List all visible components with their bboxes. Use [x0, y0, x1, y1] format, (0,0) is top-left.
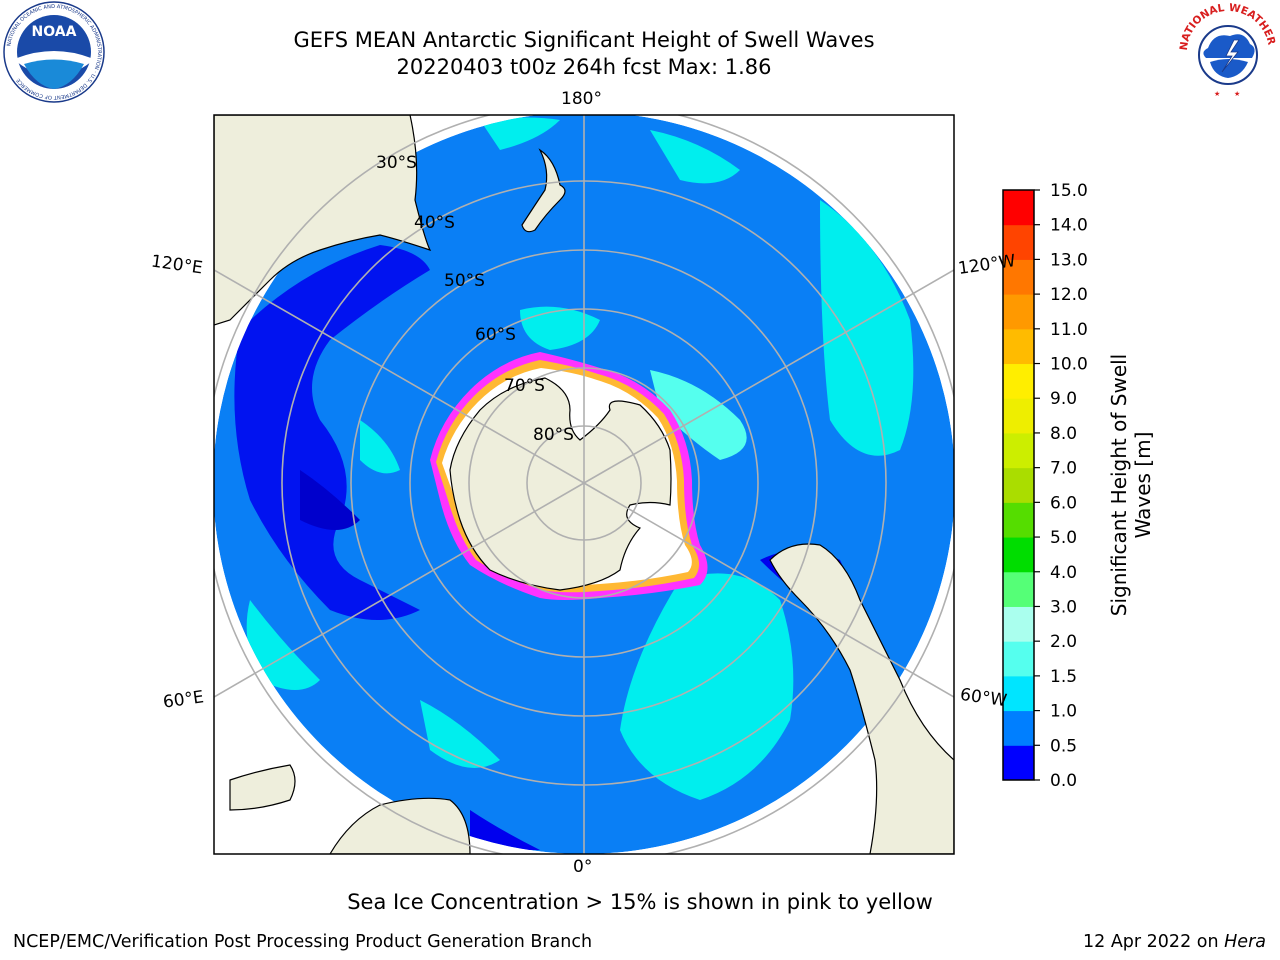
lat-label-70s: 70°S [504, 376, 545, 396]
lat-label-80s: 80°S [533, 425, 574, 445]
lat-label-30s: 30°S [376, 153, 417, 173]
lat-label-60s: 60°S [475, 325, 516, 345]
colorbar-tick-label: 6.0 [1050, 493, 1077, 513]
colorbar-tick-label: 10.0 [1050, 355, 1088, 375]
colorbar-tick-label: 9.0 [1050, 389, 1077, 409]
colorbar-segment [1003, 571, 1034, 607]
lon-label-0: 0° [573, 857, 593, 877]
colorbar-segment [1003, 502, 1034, 538]
antarctica-land [449, 377, 672, 591]
chart-subtitle: 20220403 t00z 264h fcst Max: 1.86 [396, 55, 772, 79]
colorbar-tick-label: 2.0 [1050, 632, 1077, 652]
colorbar-segment [1003, 467, 1034, 503]
colorbar-segment [1003, 294, 1034, 330]
colorbar-title-line2: Waves [m] [1131, 431, 1155, 539]
colorbar-segment [1003, 641, 1034, 677]
credit-text: NCEP/EMC/Verification Post Processing Pr… [13, 932, 593, 952]
africa-land [329, 797, 471, 854]
lat-label-40s: 40°S [414, 213, 455, 233]
noaa-logo: NOAA NATIONAL OCEANIC AND ATMOSPHERIC AD… [3, 1, 105, 103]
colorbar-segment [1003, 224, 1034, 260]
colorbar-segment [1003, 190, 1034, 226]
madagascar-land [229, 764, 296, 811]
colorbar-segment [1003, 328, 1034, 365]
colorbar-tick-label: 5.0 [1050, 528, 1077, 548]
colorbar [1002, 189, 1035, 781]
date-prefix: 12 Apr 2022 on [1083, 932, 1225, 952]
colorbar-ticks: 0.0 0.5 1.0 1.5 2.0 3.0 4.0 5.0 6.0 7.0 8.0 9.0 10.0… [1034, 181, 1088, 791]
colorbar-tick-label: 3.0 [1050, 597, 1077, 617]
svg-text:★: ★ [1214, 90, 1220, 98]
chart-title: GEFS MEAN Antarctic Significant Height o… [293, 28, 875, 52]
colorbar-tick-label: 0.5 [1050, 736, 1077, 756]
colorbar-title: Significant Height of Swell Waves [m] [1107, 354, 1155, 616]
svg-text:★: ★ [1234, 90, 1240, 98]
colorbar-title-line1: Significant Height of Swell [1107, 353, 1131, 617]
colorbar-tick-label: 14.0 [1050, 216, 1088, 236]
noaa-logo-text: NOAA [32, 24, 77, 40]
date-text: 12 Apr 2022 on Hera [1083, 932, 1266, 952]
colorbar-tick-label: 12.0 [1050, 285, 1088, 305]
sea-ice-note: Sea Ice Concentration > 15% is shown in … [347, 890, 933, 914]
new-zealand-land [521, 148, 566, 233]
lon-label-180: 180° [561, 89, 602, 109]
machine-name: Hera [1224, 932, 1266, 952]
colorbar-segment [1003, 259, 1034, 295]
map-frame [213, 114, 955, 855]
south-america-land [769, 543, 954, 854]
colorbar-segment [1003, 606, 1034, 642]
colorbar-tick-label: 8.0 [1050, 424, 1077, 444]
colorbar-tick-label: 4.0 [1050, 563, 1077, 583]
colorbar-segment [1003, 710, 1034, 746]
colorbar-frame [1002, 189, 1035, 781]
colorbar-tick-label: 1.5 [1050, 667, 1077, 687]
colorbar-tick-label: 11.0 [1050, 320, 1088, 340]
colorbar-tick-label: 15.0 [1050, 181, 1088, 201]
colorbar-tick-label: 0.0 [1050, 771, 1077, 791]
colorbar-segment [1003, 537, 1034, 573]
colorbar-segment [1003, 675, 1034, 712]
colorbar-tick-label: 13.0 [1050, 250, 1088, 270]
colorbar-tick-label: 1.0 [1050, 702, 1077, 722]
graticule [214, 115, 954, 854]
colorbar-segment [1003, 363, 1034, 399]
lat-label-50s: 50°S [444, 271, 485, 291]
colorbar-tick-label: 7.0 [1050, 459, 1077, 479]
nws-logo: NATIONAL WEATHER SERVICE ★ ★ [1176, 0, 1278, 101]
colorbar-segment [1003, 398, 1034, 434]
colorbar-segment [1003, 745, 1034, 781]
colorbar-segment [1003, 432, 1034, 469]
